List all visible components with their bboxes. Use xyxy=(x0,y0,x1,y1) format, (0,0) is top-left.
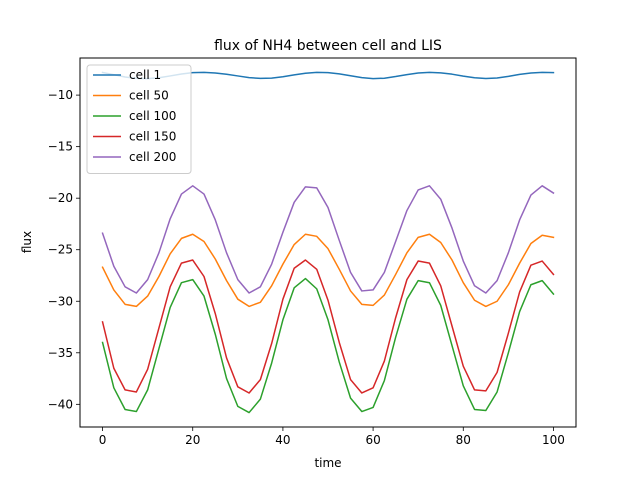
series-line-cell-100 xyxy=(101,277,555,414)
legend: cell 1 cell 50 cell 100 cell 150 cell 200 xyxy=(86,64,192,174)
legend-label: cell 200 xyxy=(129,150,176,164)
series-line-cell-150 xyxy=(101,259,555,394)
x-tick-label: 100 xyxy=(542,433,565,447)
legend-label: cell 100 xyxy=(129,109,176,123)
legend-label: cell 150 xyxy=(129,130,176,144)
y-axis-title: flux xyxy=(20,231,34,253)
x-tick-label: 80 xyxy=(456,433,471,447)
legend-label: cell 1 xyxy=(129,68,161,82)
x-tick-label: 0 xyxy=(99,433,107,447)
series-line-cell-200 xyxy=(101,185,555,294)
legend-box xyxy=(86,64,192,174)
chart-title: flux of NH4 between cell and LIS xyxy=(214,38,442,54)
y-tick-label: −30 xyxy=(48,294,73,308)
series-line-cell-50 xyxy=(101,233,555,308)
axes-frame xyxy=(79,57,577,428)
y-tick-label: −10 xyxy=(48,88,73,102)
x-axis: 0 20 40 60 80 100 xyxy=(99,427,565,447)
x-tick-label: 20 xyxy=(185,433,200,447)
y-axis: −10 −15 −20 −25 −30 −35 −40 xyxy=(48,88,80,411)
legend-label: cell 50 xyxy=(129,89,169,103)
y-tick-label: −40 xyxy=(48,397,73,411)
x-axis-title: time xyxy=(314,456,341,470)
y-tick-label: −35 xyxy=(48,346,73,360)
y-tick-label: −20 xyxy=(48,191,73,205)
x-tick-label: 60 xyxy=(365,433,380,447)
x-tick-label: 40 xyxy=(275,433,290,447)
y-tick-label: −25 xyxy=(48,243,73,257)
y-tick-label: −15 xyxy=(48,140,73,154)
